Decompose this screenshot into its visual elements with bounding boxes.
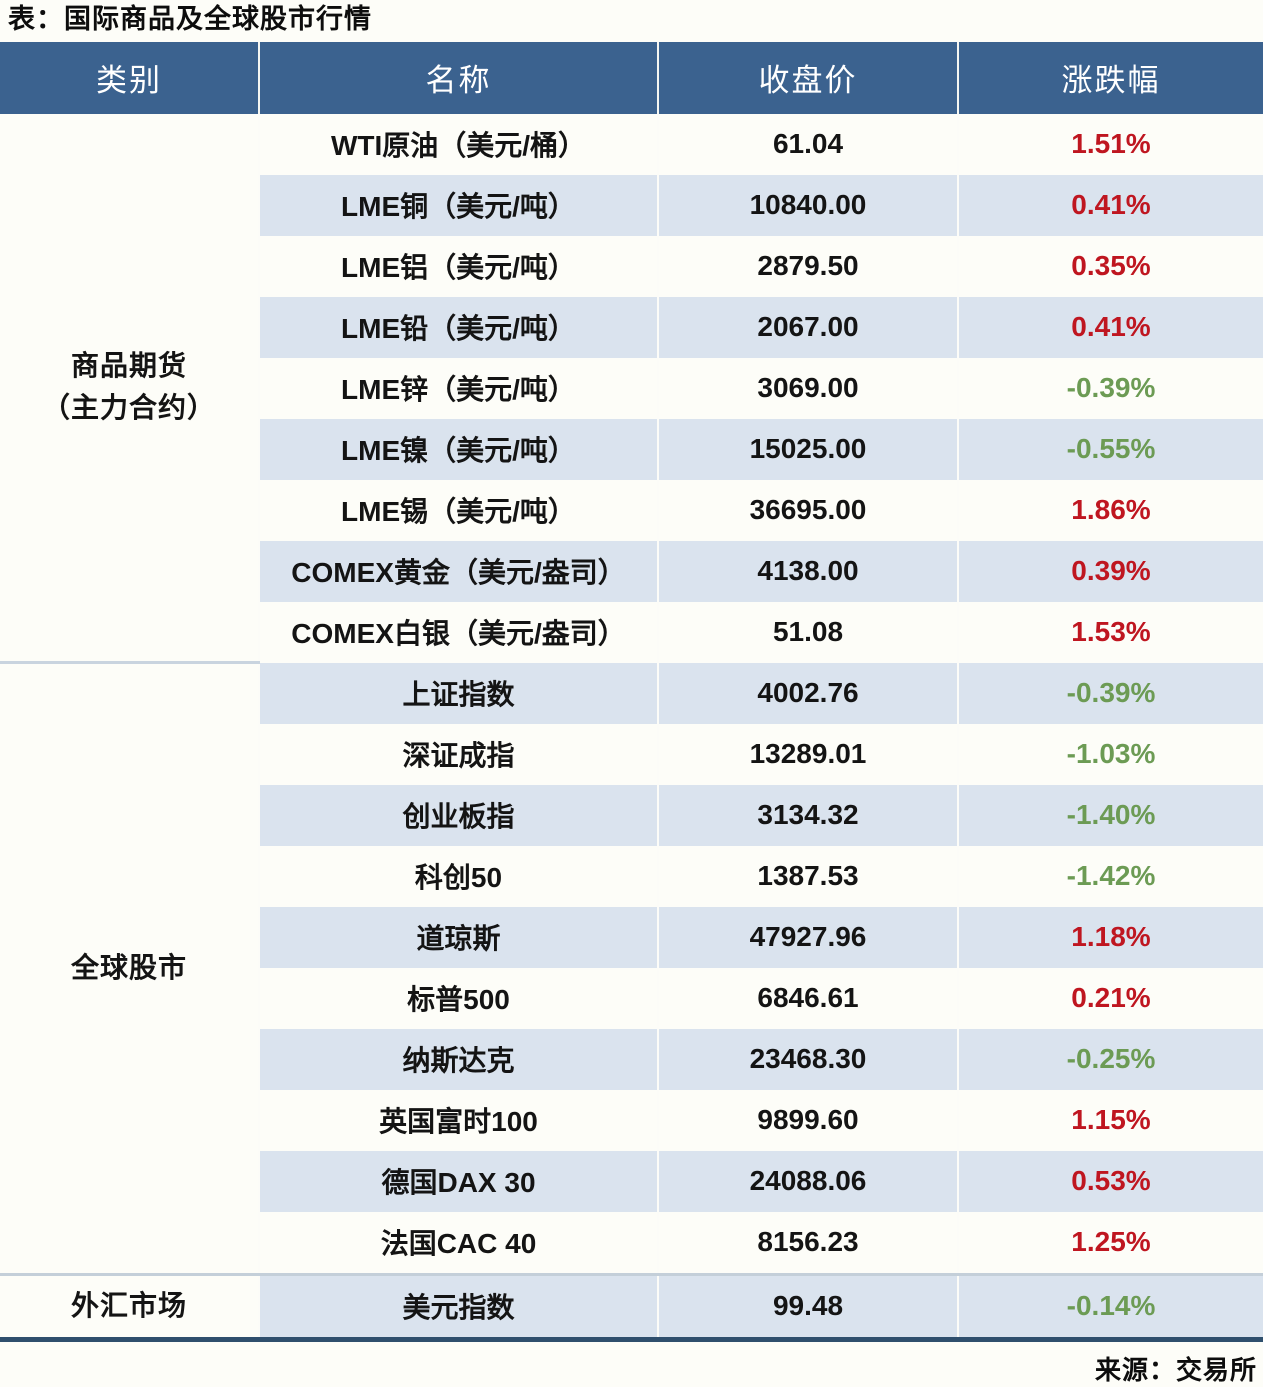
change-cell: -0.39% xyxy=(957,662,1263,724)
change-cell: 0.35% xyxy=(957,235,1263,297)
name-cell: 深证成指 xyxy=(258,723,658,785)
change-cell: 0.53% xyxy=(957,1150,1263,1212)
name-cell: LME锡（美元/吨） xyxy=(258,479,658,541)
name-cell: 上证指数 xyxy=(258,662,658,724)
close-cell: 13289.01 xyxy=(657,723,958,785)
close-cell: 2067.00 xyxy=(657,296,958,358)
category-cell-commodity-futures: 商品期货 （主力合约） xyxy=(0,113,259,663)
close-cell: 47927.96 xyxy=(657,906,958,968)
change-cell: -1.40% xyxy=(957,784,1263,846)
name-cell: LME镍（美元/吨） xyxy=(258,418,658,480)
close-cell: 23468.30 xyxy=(657,1028,958,1090)
close-cell: 3069.00 xyxy=(657,357,958,419)
change-cell: -1.03% xyxy=(957,723,1263,785)
column-header-name: 名称 xyxy=(258,41,658,114)
name-cell: LME铝（美元/吨） xyxy=(258,235,658,297)
change-cell: 1.15% xyxy=(957,1089,1263,1151)
category-cell-forex: 外汇市场 xyxy=(0,1272,259,1340)
change-cell: -1.42% xyxy=(957,845,1263,907)
change-cell: 0.41% xyxy=(957,296,1263,358)
change-cell: 0.21% xyxy=(957,967,1263,1029)
name-cell: 美元指数 xyxy=(258,1272,658,1340)
change-cell: -0.55% xyxy=(957,418,1263,480)
close-cell: 99.48 xyxy=(657,1272,958,1340)
close-cell: 4002.76 xyxy=(657,662,958,724)
close-cell: 3134.32 xyxy=(657,784,958,846)
close-cell: 2879.50 xyxy=(657,235,958,297)
name-cell: 创业板指 xyxy=(258,784,658,846)
header-row: 类别 名称 收盘价 涨跌幅 xyxy=(0,41,1263,114)
change-cell: 1.53% xyxy=(957,601,1263,663)
change-cell: 0.41% xyxy=(957,174,1263,236)
name-cell: COMEX白银（美元/盎司） xyxy=(258,601,658,663)
column-header-change: 涨跌幅 xyxy=(957,41,1263,114)
close-cell: 15025.00 xyxy=(657,418,958,480)
name-cell: 标普500 xyxy=(258,967,658,1029)
column-header-category: 类别 xyxy=(0,41,259,114)
name-cell: 法国CAC 40 xyxy=(258,1211,658,1275)
page-title: 表：国际商品及全球股市行情 xyxy=(8,4,372,34)
table-row: LME铜（美元/吨） 10840.00 0.41% xyxy=(0,174,1263,236)
close-cell: 8156.23 xyxy=(657,1211,958,1275)
name-cell: 科创50 xyxy=(258,845,658,907)
close-cell: 36695.00 xyxy=(657,479,958,541)
name-cell: LME铅（美元/吨） xyxy=(258,296,658,358)
close-cell: 10840.00 xyxy=(657,174,958,236)
category-cell-global-stocks: 全球股市 xyxy=(0,661,259,1275)
close-cell: 9899.60 xyxy=(657,1089,958,1151)
change-cell: -0.14% xyxy=(957,1272,1263,1340)
change-cell: 1.25% xyxy=(957,1211,1263,1275)
name-cell: 德国DAX 30 xyxy=(258,1150,658,1212)
name-cell: COMEX黄金（美元/盎司） xyxy=(258,540,658,602)
market-table: 类别 名称 收盘价 涨跌幅 商品期货 （主力合约） WTI原油（美元/桶） 61… xyxy=(0,41,1263,1342)
table-row: 外汇市场 美元指数 99.48 -0.14% xyxy=(0,1272,1263,1340)
source-note: 来源：交易所 xyxy=(1094,1354,1257,1385)
close-cell: 1387.53 xyxy=(657,845,958,907)
table-row: 商品期货 （主力合约） WTI原油（美元/桶） 61.04 1.51% xyxy=(0,113,1263,663)
close-cell: 51.08 xyxy=(657,601,958,663)
close-cell: 4138.00 xyxy=(657,540,958,602)
change-cell: -0.39% xyxy=(957,357,1263,419)
name-cell: LME锌（美元/吨） xyxy=(258,357,658,419)
name-cell: WTI原油（美元/桶） xyxy=(258,113,658,175)
close-cell: 24088.06 xyxy=(657,1150,958,1212)
table-row: 全球股市 上证指数 4002.76 -0.39% xyxy=(0,661,1263,1275)
change-cell: 0.39% xyxy=(957,540,1263,602)
close-cell: 61.04 xyxy=(657,113,958,175)
change-cell: 1.86% xyxy=(957,479,1263,541)
change-cell: -0.25% xyxy=(957,1028,1263,1090)
name-cell: 英国富时100 xyxy=(258,1089,658,1151)
name-cell: 道琼斯 xyxy=(258,906,658,968)
change-cell: 1.18% xyxy=(957,906,1263,968)
name-cell: 纳斯达克 xyxy=(258,1028,658,1090)
change-cell: 1.51% xyxy=(957,113,1263,175)
close-cell: 6846.61 xyxy=(657,967,958,1029)
name-cell: LME铜（美元/吨） xyxy=(258,174,658,236)
column-header-close: 收盘价 xyxy=(657,41,958,114)
